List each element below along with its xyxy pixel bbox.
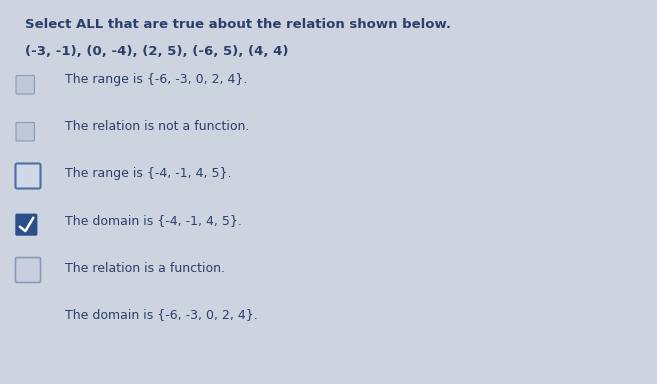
FancyBboxPatch shape [16,214,37,235]
Text: The range is {-4, -1, 4, 5}.: The range is {-4, -1, 4, 5}. [65,167,231,180]
Text: The domain is {-6, -3, 0, 2, 4}.: The domain is {-6, -3, 0, 2, 4}. [65,308,258,321]
Text: The relation is a function.: The relation is a function. [65,262,225,275]
FancyBboxPatch shape [16,122,35,141]
Text: (-3, -1), (0, -4), (2, 5), (-6, 5), (4, 4): (-3, -1), (0, -4), (2, 5), (-6, 5), (4, … [25,45,288,58]
FancyBboxPatch shape [16,258,41,283]
FancyBboxPatch shape [16,76,35,94]
Text: The domain is {-4, -1, 4, 5}.: The domain is {-4, -1, 4, 5}. [65,215,242,227]
Text: Select ALL that are true about the relation shown below.: Select ALL that are true about the relat… [25,18,451,31]
Text: The range is {-6, -3, 0, 2, 4}.: The range is {-6, -3, 0, 2, 4}. [65,73,248,86]
FancyBboxPatch shape [16,164,41,189]
Text: The relation is not a function.: The relation is not a function. [65,121,250,134]
